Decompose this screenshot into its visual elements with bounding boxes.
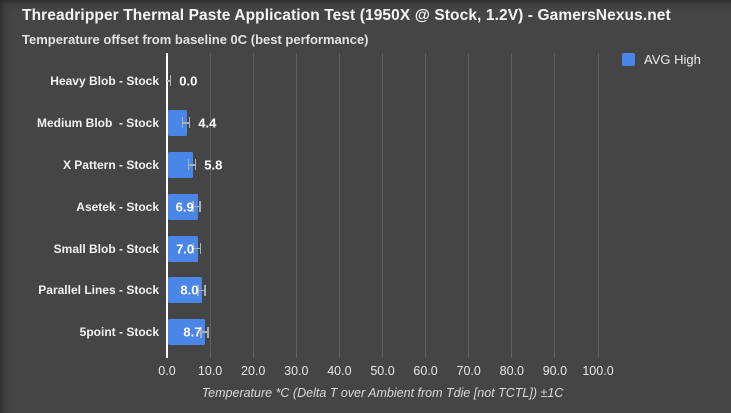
error-bar-cap xyxy=(194,159,197,171)
value-label: 5.8 xyxy=(204,157,223,173)
error-bar-line xyxy=(192,247,202,250)
x-tick-label: 70.0 xyxy=(456,364,481,378)
gridline xyxy=(209,53,211,358)
bar-row: 0.0 xyxy=(167,60,598,102)
legend: AVG High xyxy=(622,51,701,67)
bar-row: 8.0 xyxy=(167,269,598,311)
error-bar-cap xyxy=(199,201,202,213)
error-bar-line xyxy=(197,289,206,292)
x-tick-label: 0.0 xyxy=(158,364,176,378)
error-bar-line xyxy=(200,331,209,334)
gridline xyxy=(382,53,383,358)
error-bar-cap xyxy=(192,243,195,254)
x-tick-label: 90.0 xyxy=(542,364,568,378)
bar xyxy=(168,109,187,136)
category-label: X Pattern - Stock xyxy=(62,157,159,172)
error-bar-cap xyxy=(199,243,202,254)
category-label: Small Blob - Stock xyxy=(53,241,159,256)
bar-row: 5.8 xyxy=(167,144,598,186)
error-bar-line xyxy=(181,122,191,124)
error-bar-cap xyxy=(192,201,195,213)
x-tick-label: 80.0 xyxy=(499,364,524,378)
gridline xyxy=(295,53,297,358)
bar xyxy=(168,319,206,346)
bar-row: 6.9 xyxy=(167,186,598,228)
bar-row: 7.0 xyxy=(167,228,598,270)
error-bar-cap xyxy=(207,326,209,338)
bar-row: 4.4 xyxy=(167,102,598,144)
legend-label: AVG High xyxy=(644,51,701,67)
gridline xyxy=(597,53,599,358)
error-bar-cap xyxy=(188,117,191,129)
error-bar-cap xyxy=(200,326,202,338)
x-tick-label: 30.0 xyxy=(284,364,309,378)
y-axis-baseline xyxy=(166,53,168,358)
plot-area: 0.0 4.4 5.8 6.9 7.0 8.0 8.7 xyxy=(166,53,599,358)
value-label: 4.4 xyxy=(198,115,217,131)
legend-swatch-icon xyxy=(622,52,635,66)
category-label: Medium Blob - Stock xyxy=(36,115,159,130)
gridline xyxy=(511,53,513,358)
value-label: 8.0 xyxy=(180,282,199,298)
x-axis-ticks: 0.0 10.0 20.0 30.0 40.0 50.0 60.0 70.0 80.0 90.0 1… xyxy=(0,364,731,380)
x-tick-label: 50.0 xyxy=(370,364,395,378)
error-bar-cap xyxy=(187,159,190,171)
category-label: Asetek - Stock xyxy=(76,199,159,214)
error-bar-cap xyxy=(181,117,184,129)
category-label: Parallel Lines - Stock xyxy=(38,283,159,298)
x-tick-label: 100.0 xyxy=(582,364,614,378)
value-label: 0.0 xyxy=(179,73,198,89)
error-bar-line xyxy=(187,163,197,166)
x-tick-label: 20.0 xyxy=(241,364,266,378)
error-bar-cap xyxy=(197,284,199,296)
category-label: 5point - Stock xyxy=(79,325,159,340)
chart-subtitle: Temperature offset from baseline 0C (bes… xyxy=(22,32,369,47)
gridline xyxy=(252,53,254,358)
value-label: 7.0 xyxy=(176,241,195,256)
value-label: 6.9 xyxy=(175,199,194,215)
gridline xyxy=(554,53,556,358)
value-label: 8.7 xyxy=(183,324,202,340)
error-bar-line xyxy=(192,205,202,208)
category-axis: Heavy Blob - Stock Medium Blob - Stock X P… xyxy=(0,60,159,353)
x-tick-label: 40.0 xyxy=(327,364,352,378)
bar-rows: 0.0 4.4 5.8 6.9 7.0 8.0 8.7 xyxy=(167,60,598,353)
x-tick-label: 60.0 xyxy=(413,364,438,378)
chart-title: Threadripper Thermal Paste Application T… xyxy=(22,7,671,24)
gridline xyxy=(338,53,340,358)
gridline xyxy=(425,53,427,358)
error-bar-line xyxy=(167,80,172,82)
error-bar-cap xyxy=(204,284,206,296)
bar-row: 8.7 xyxy=(167,311,598,353)
x-tick-label: 10.0 xyxy=(197,364,223,378)
bar xyxy=(168,277,203,304)
category-label: Heavy Blob - Stock xyxy=(50,73,159,88)
x-axis-title: Temperature *C (Delta T over Ambient fro… xyxy=(201,386,564,400)
error-bar-cap xyxy=(169,75,172,87)
gridline xyxy=(468,53,470,358)
